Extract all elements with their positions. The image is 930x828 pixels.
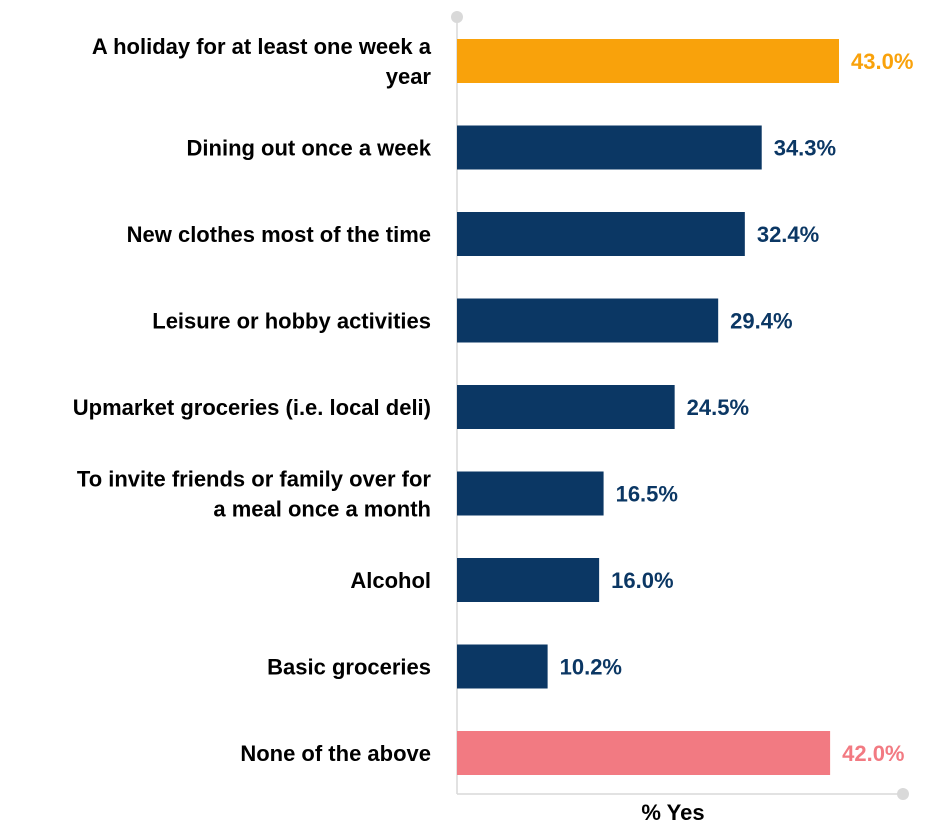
- value-label-3: 32.4%: [757, 222, 819, 247]
- value-label-6: 16.5%: [616, 482, 678, 507]
- bar-5: [457, 385, 675, 429]
- value-label-8: 10.2%: [560, 655, 622, 680]
- y-axis-end-marker: [451, 11, 463, 23]
- value-label-1: 43.0%: [851, 49, 913, 74]
- category-label-9: None of the above: [240, 741, 431, 766]
- bar-1: [457, 39, 839, 83]
- category-label-4: Leisure or hobby activities: [152, 309, 431, 334]
- x-axis-title: % Yes: [641, 800, 704, 825]
- category-label-3: New clothes most of the time: [127, 222, 431, 247]
- category-label-6: To invite friends or family over for a me…: [77, 467, 432, 522]
- bar-9: [457, 731, 831, 775]
- value-label-5: 24.5%: [687, 395, 749, 420]
- chart-bars: [457, 39, 839, 775]
- bar-4: [457, 298, 719, 343]
- value-label-4: 29.4%: [730, 309, 792, 334]
- value-labels: 43.0% 34.3% 32.4% 29.4% 24.5% 16.5% 16.0% 10.2%…: [560, 49, 914, 766]
- value-label-7: 16.0%: [611, 568, 673, 593]
- bar-6: [457, 471, 604, 516]
- bar-2: [457, 125, 762, 170]
- value-label-2: 34.3%: [774, 136, 836, 161]
- bar-7: [457, 558, 600, 602]
- bar-3: [457, 212, 745, 256]
- bar-8: [457, 644, 548, 689]
- category-labels: A holiday for at least one week a year Din…: [73, 34, 432, 766]
- value-label-9: 42.0%: [842, 741, 904, 766]
- category-label-2: Dining out once a week: [187, 136, 432, 161]
- category-label-1: A holiday for at least one week a year: [92, 34, 432, 89]
- x-axis-end-marker: [897, 788, 909, 800]
- category-label-7: Alcohol: [350, 568, 431, 593]
- category-label-8: Basic groceries: [267, 655, 431, 680]
- category-label-5: Upmarket groceries (i.e. local deli): [73, 395, 431, 420]
